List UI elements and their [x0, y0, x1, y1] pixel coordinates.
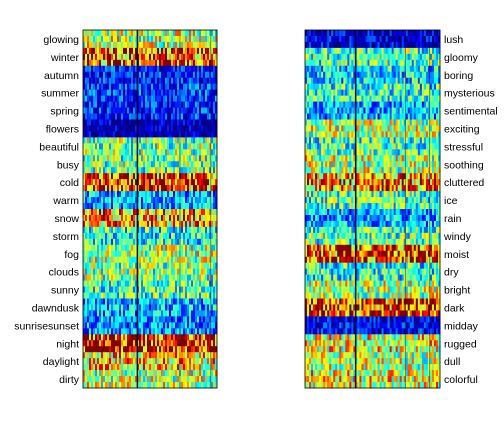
heatmap-row-clouds — [83, 262, 218, 281]
heatmap-row-spring — [83, 101, 218, 120]
row-label-summer: summer — [41, 88, 79, 100]
heatmap-left: glowing winter autumn summer spring flowers be… — [14, 29, 218, 389]
row-label-clouds: clouds — [49, 267, 79, 279]
row-label-sentimental: sentimental — [444, 106, 498, 118]
row-label-night: night — [56, 338, 79, 350]
heatmap-row-warm — [83, 191, 218, 210]
heatmap-row-boring — [305, 65, 441, 85]
heatmap-row-windy — [305, 226, 441, 246]
heatmap-row-dark — [305, 298, 441, 317]
row-label-midday: midday — [444, 320, 479, 332]
heatmap-row-fog — [83, 244, 218, 264]
row-label-sunrisesunset: sunrisesunset — [14, 320, 79, 332]
heatmap-row-lush — [305, 30, 441, 49]
heatmap-row-dirty — [83, 370, 218, 389]
streak-line — [404, 30, 406, 388]
row-label-bright: bright — [444, 285, 470, 297]
heatmap-row-mysterious — [305, 83, 441, 102]
heatmap-row-exciting — [305, 119, 441, 138]
row-label-rain: rain — [444, 213, 462, 225]
row-label-warm: warm — [52, 195, 79, 207]
row-label-soothing: soothing — [444, 159, 484, 171]
heatmap-row-ice — [305, 191, 441, 210]
heatmap-row-dull — [305, 352, 441, 371]
streak-line — [354, 30, 357, 388]
heatmap-row-moist — [305, 244, 441, 264]
heatmap-row-sentimental — [305, 101, 441, 120]
row-label-busy: busy — [57, 159, 80, 171]
row-label-daylight: daylight — [43, 356, 79, 368]
row-label-storm: storm — [53, 231, 80, 243]
row-label-colorful: colorful — [444, 374, 478, 386]
heatmap-row-winter — [83, 47, 218, 67]
row-label-cold: cold — [60, 177, 79, 189]
streak-line — [429, 30, 431, 388]
row-label-winter: winter — [50, 52, 80, 64]
heatmap-row-cold — [83, 173, 218, 192]
heatmap-row-midday — [305, 316, 441, 335]
row-label-dawndusk: dawndusk — [32, 302, 80, 314]
heatmap-row-dry — [305, 262, 441, 281]
heatmap-row-summer — [83, 83, 218, 102]
row-label-fog: fog — [64, 249, 79, 261]
heatmap-row-snow — [83, 209, 218, 228]
row-label-mysterious: mysterious — [444, 88, 495, 100]
heatmap-row-autumn — [83, 65, 218, 85]
heatmap-row-daylight — [83, 352, 218, 371]
heatmap-row-storm — [83, 226, 218, 246]
heatmap-row-flowers — [83, 119, 218, 138]
streak-line — [179, 30, 181, 388]
heatmap-row-stressful — [305, 137, 441, 156]
heatmap-row-glowing — [83, 30, 218, 49]
row-label-spring: spring — [50, 106, 79, 118]
row-label-gloomy: gloomy — [444, 52, 479, 64]
row-label-dark: dark — [444, 302, 465, 314]
heatmap-frame — [82, 29, 218, 389]
heatmap-row-beautiful — [83, 137, 218, 156]
heatmap-row-cluttered — [305, 173, 441, 192]
heatmap-row-sunny — [83, 280, 218, 299]
row-label-sunny: sunny — [51, 285, 80, 297]
row-label-dry: dry — [444, 267, 459, 279]
heatmap-row-rugged — [305, 334, 441, 353]
row-label-lush: lush — [444, 34, 463, 46]
heatmap-row-soothing — [305, 155, 441, 174]
heatmap-row-bright — [305, 280, 441, 299]
heatmap-row-dawndusk — [83, 298, 218, 317]
heatmap-row-colorful — [305, 370, 441, 389]
heatmap-row-sunrisesunset — [83, 316, 218, 335]
row-label-cluttered: cluttered — [444, 177, 484, 189]
row-label-moist: moist — [444, 249, 469, 261]
row-label-glowing: glowing — [43, 34, 79, 46]
streak-line — [210, 30, 212, 388]
row-label-stressful: stressful — [444, 141, 483, 153]
row-label-flowers: flowers — [46, 123, 79, 135]
row-label-dirty: dirty — [59, 374, 80, 386]
heatmap-row-gloomy — [305, 47, 441, 67]
row-label-beautiful: beautiful — [39, 141, 79, 153]
row-label-snow: snow — [54, 213, 79, 225]
row-label-dull: dull — [444, 356, 460, 368]
row-label-ice: ice — [444, 195, 458, 207]
heatmap-row-night — [83, 334, 218, 353]
heatmap-row-rain — [305, 209, 441, 228]
row-label-boring: boring — [444, 70, 473, 82]
row-label-windy: windy — [443, 231, 472, 243]
heatmap-frame — [304, 29, 441, 389]
heatmap-row-busy — [83, 155, 218, 174]
row-label-rugged: rugged — [444, 338, 477, 350]
row-label-exciting: exciting — [444, 123, 480, 135]
streak-line — [136, 30, 139, 388]
heatmap-right: lush gloomy boring mysterious sentimental exc… — [304, 29, 498, 389]
row-label-autumn: autumn — [44, 70, 79, 82]
